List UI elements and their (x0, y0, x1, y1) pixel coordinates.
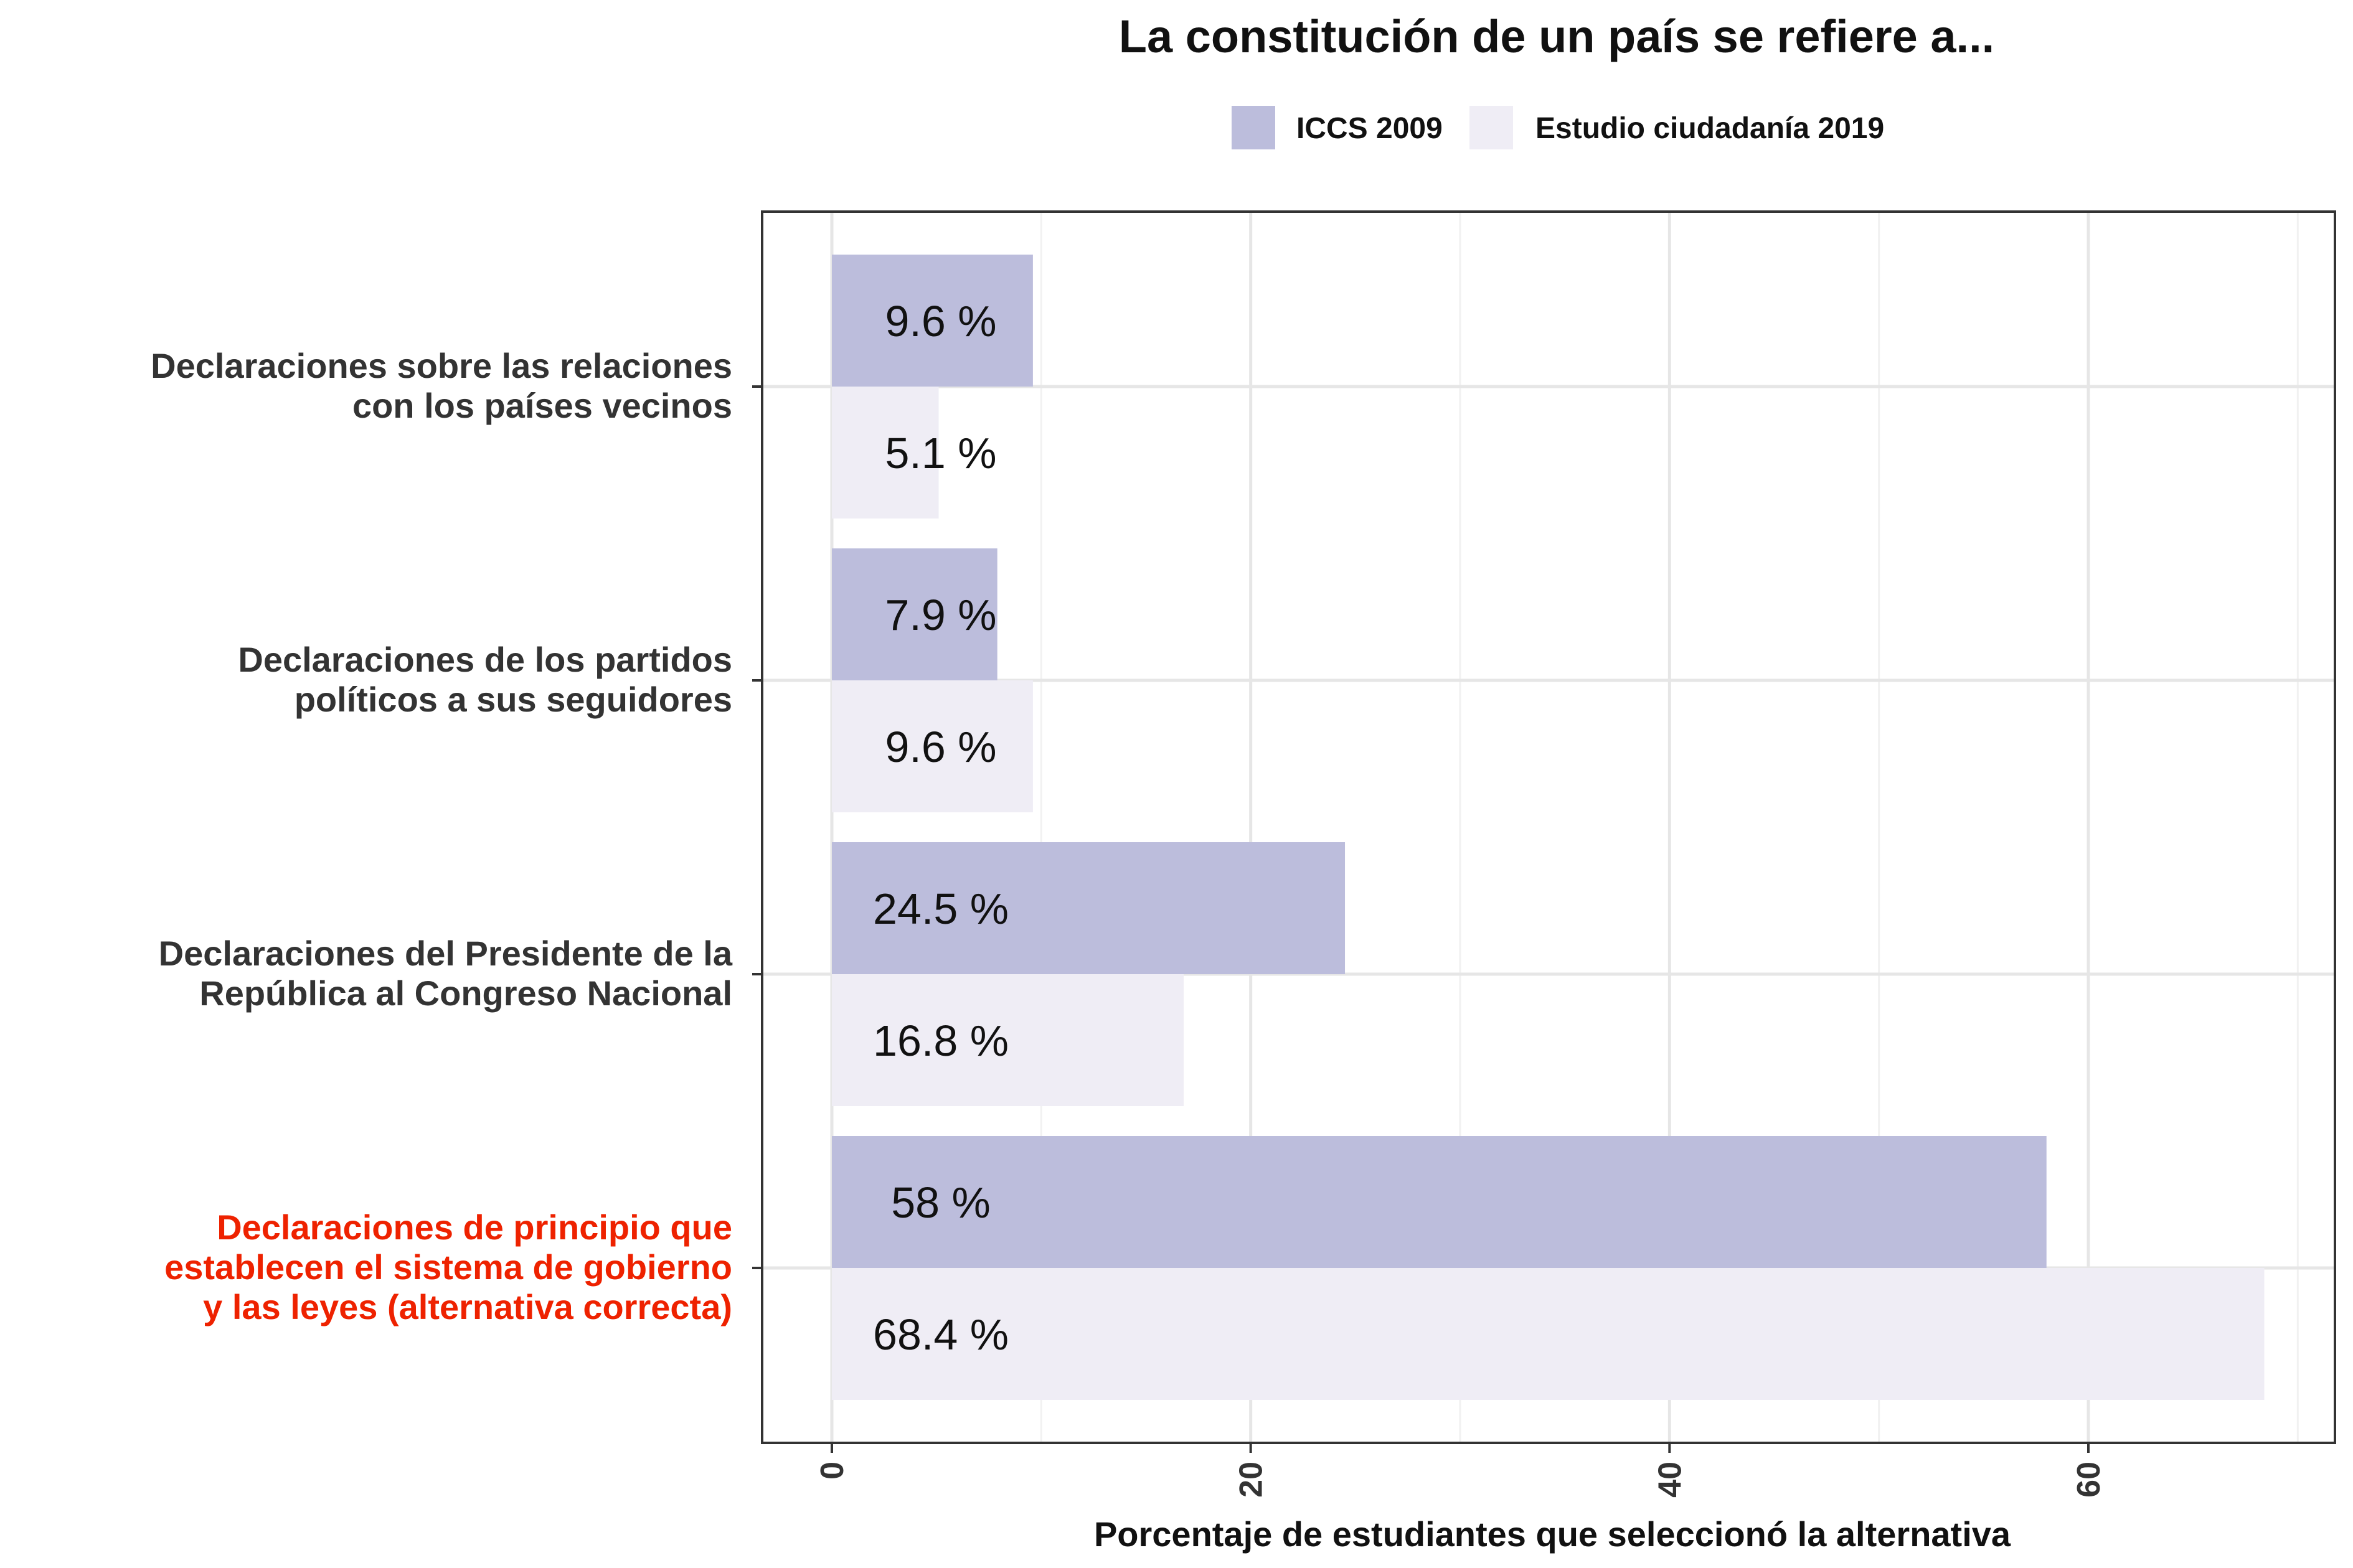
bar (832, 1136, 2047, 1268)
category-label: Declaraciones del Presidente de la Repúbl… (159, 934, 733, 1013)
x-tick-label: 20 (1233, 1462, 1270, 1498)
bar (832, 387, 939, 519)
category-label: Declaraciones sobre las relaciones con lo… (151, 346, 732, 425)
category-label: Declaraciones de los partidos políticos a… (238, 640, 732, 719)
legend-label: ICCS 2009 (1296, 112, 1443, 145)
category-label-line: Declaraciones sobre las relaciones (151, 346, 732, 385)
legend: ICCS 2009 Estudio ciudadanía 2019 (1232, 106, 1884, 149)
data-label: 16.8 % (873, 1016, 1009, 1065)
legend-swatch (1232, 106, 1275, 149)
x-tick-label: 60 (2071, 1462, 2107, 1498)
category-label-line: República al Congreso Nacional (199, 974, 732, 1013)
category-label-line: Declaraciones del Presidente de la (159, 934, 733, 973)
bar (832, 974, 1184, 1106)
category-label-line: Declaraciones de los partidos (238, 640, 732, 679)
category-label: Declaraciones de principio que establecen… (164, 1208, 732, 1326)
bar (832, 1268, 2265, 1400)
y-axis: Declaraciones sobre las relaciones con lo… (151, 346, 762, 1326)
data-label: 9.6 % (885, 297, 997, 345)
category-label-line: con los países vecinos (352, 386, 732, 425)
x-tick-label: 0 (814, 1462, 851, 1480)
data-label: 68.4 % (873, 1310, 1009, 1359)
bar (832, 680, 1033, 812)
plot-panel-border (761, 210, 2336, 1444)
data-label: 7.9 % (885, 591, 997, 639)
data-label: 24.5 % (873, 885, 1009, 933)
bar (832, 255, 1033, 387)
x-axis-title: Porcentaje de estudiantes que seleccionó… (1094, 1514, 2011, 1554)
x-axis: 0 20 40 60 (814, 1443, 2107, 1498)
legend-label: Estudio ciudadanía 2019 (1535, 112, 1884, 145)
chart-title: La constitución de un país se refiere a.… (1119, 11, 1994, 62)
data-labels: 9.6 % 7.9 % 24.5 % 58 % 5.1 % 9.6 % 16.8 % 68.4… (873, 297, 1009, 1359)
bars (832, 255, 2265, 1400)
data-label: 9.6 % (885, 723, 997, 771)
bar (832, 842, 1346, 974)
legend-swatch (1469, 106, 1513, 149)
category-label-line: establecen el sistema de gobierno (164, 1247, 732, 1287)
bar (832, 548, 997, 680)
category-label-line: políticos a sus seguidores (295, 680, 732, 719)
x-tick-label: 40 (1652, 1462, 1688, 1498)
category-label-line: y las leyes (alternativa correcta) (203, 1287, 732, 1326)
category-label-line: Declaraciones de principio que (217, 1208, 732, 1247)
data-label: 58 % (891, 1178, 991, 1227)
data-label: 5.1 % (885, 429, 997, 477)
